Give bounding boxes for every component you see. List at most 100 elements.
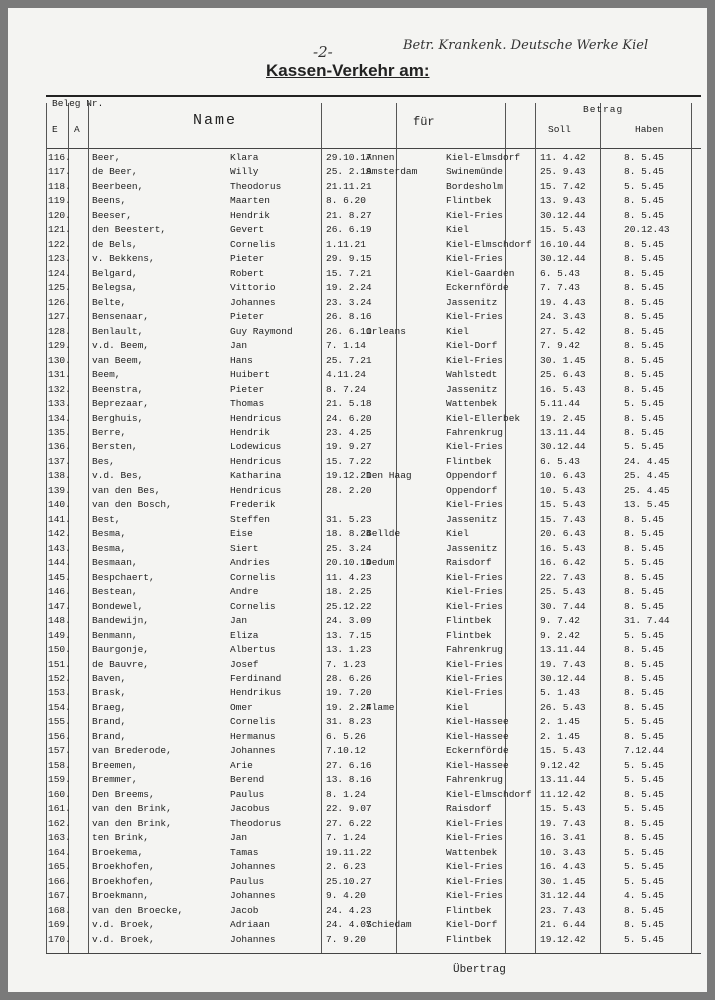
- birth-date: 7.10.12: [326, 745, 366, 757]
- credit-date: 8. 5.45: [624, 311, 664, 323]
- birth-date: 31. 8.23: [326, 716, 372, 728]
- credit-date: 8. 5.45: [624, 832, 664, 844]
- entry-number: 141.: [48, 513, 71, 525]
- location: Raisdorf: [446, 803, 492, 815]
- location: Kiel-Fries: [446, 311, 504, 323]
- credit-date: 8. 5.45: [624, 325, 664, 337]
- first-name: Willy: [230, 166, 259, 178]
- location: Kiel-Fries: [446, 600, 504, 612]
- birth-date: 4.11.24: [326, 369, 366, 381]
- surname: Beens,: [92, 195, 127, 207]
- entry-number: 134.: [48, 412, 71, 424]
- debit-date: 15. 7.43: [540, 513, 586, 525]
- location: Kiel-Dorf: [446, 340, 498, 352]
- credit-date: 8. 5.45: [624, 354, 664, 366]
- debit-date: 19. 7.43: [540, 658, 586, 670]
- entry-number: 166.: [48, 875, 71, 887]
- entry-number: 147.: [48, 600, 71, 612]
- location: Flintbek: [446, 629, 492, 641]
- debit-date: 19.12.42: [540, 933, 586, 945]
- credit-date: 8. 5.45: [624, 195, 664, 207]
- credit-date: 8. 5.45: [624, 426, 664, 438]
- location: Fahrenkrug: [446, 426, 504, 438]
- location: Jassenitz: [446, 383, 498, 395]
- location: Jassenitz: [446, 513, 498, 525]
- surname: Belegsa,: [92, 282, 138, 294]
- birth-place: Dedum: [366, 557, 395, 569]
- surname: v.d. Broek,: [92, 933, 155, 945]
- credit-date: 5. 5.45: [624, 875, 664, 887]
- debit-date: 22. 7.43: [540, 571, 586, 583]
- location: Kiel-Fries: [446, 354, 504, 366]
- surname: Beerbeen,: [92, 180, 144, 192]
- location: Kiel: [446, 224, 469, 236]
- debit-date: 10. 5.43: [540, 484, 586, 496]
- birth-date: 25. 3.24: [326, 542, 372, 554]
- debit-date: 6. 5.43: [540, 455, 580, 467]
- first-name: Andries: [230, 557, 270, 569]
- surname: v.d. Beem,: [92, 340, 150, 352]
- credit-date: 5. 5.45: [624, 933, 664, 945]
- first-name: Arie: [230, 759, 253, 771]
- location: Wattenbek: [446, 398, 498, 410]
- birth-date: 25.10.27: [326, 875, 372, 887]
- surname: Best,: [92, 513, 121, 525]
- surname: van Beem,: [92, 354, 144, 366]
- location: Kiel-Hassee: [446, 716, 509, 728]
- surname: Brand,: [92, 716, 127, 728]
- rule: [46, 148, 701, 149]
- credit-date: 5. 5.45: [624, 759, 664, 771]
- first-name: Vittorio: [230, 282, 276, 294]
- location: Kiel-Elmschdorf: [446, 238, 532, 250]
- entry-number: 156.: [48, 730, 71, 742]
- location: Kiel-Elmschdorf: [446, 788, 532, 800]
- credit-date: 5. 5.45: [624, 629, 664, 641]
- first-name: Cornelis: [230, 600, 276, 612]
- debit-date: 15. 5.43: [540, 499, 586, 511]
- surname: ten Brink,: [92, 832, 150, 844]
- birth-date: 7. 1.23: [326, 658, 366, 670]
- first-name: Hendrik: [230, 426, 270, 438]
- debit-date: 15. 5.43: [540, 745, 586, 757]
- surname: Beeser,: [92, 209, 132, 221]
- birth-date: 28. 2.20: [326, 484, 372, 496]
- location: Oppendorf: [446, 484, 498, 496]
- location: Kiel-Fries: [446, 875, 504, 887]
- birth-date: 2. 6.23: [326, 861, 366, 873]
- entry-number: 131.: [48, 369, 71, 381]
- birth-date: 26. 6.19: [326, 224, 372, 236]
- credit-date: 8. 5.45: [624, 658, 664, 670]
- footer-label: Übertrag: [453, 964, 506, 976]
- page-number: -2-: [313, 43, 333, 61]
- surname: Bremmer,: [92, 774, 138, 786]
- first-name: Jan: [230, 832, 248, 844]
- location: Kiel-Fries: [446, 658, 504, 670]
- first-name: Theodorus: [230, 817, 282, 829]
- birth-date: 7. 1.24: [326, 832, 366, 844]
- first-name: Johannes: [230, 861, 276, 873]
- entry-number: 139.: [48, 484, 71, 496]
- location: Bordesholm: [446, 180, 504, 192]
- location: Flintbek: [446, 195, 492, 207]
- credit-date: 5. 5.45: [624, 716, 664, 728]
- birth-place: Annen: [366, 152, 395, 163]
- first-name: Cornelis: [230, 571, 276, 583]
- debit-date: 30. 7.44: [540, 600, 586, 612]
- entry-number: 128.: [48, 325, 71, 337]
- credit-date: 8. 5.45: [624, 340, 664, 352]
- birth-date: 1.11.21: [326, 238, 366, 250]
- birth-date: 23. 4.25: [326, 426, 372, 438]
- birth-date: 19. 9.27: [326, 441, 372, 453]
- entry-number: 164.: [48, 846, 71, 858]
- birth-date: 6. 5.26: [326, 730, 366, 742]
- credit-date: 31. 7.44: [624, 615, 670, 627]
- birth-date: 8. 1.24: [326, 788, 366, 800]
- location: Swinemünde: [446, 166, 504, 178]
- entry-number: 162.: [48, 817, 71, 829]
- entry-number: 127.: [48, 311, 71, 323]
- first-name: Theodorus: [230, 180, 282, 192]
- birth-date: 25. 7.21: [326, 354, 372, 366]
- entry-number: 144.: [48, 557, 71, 569]
- location: Kiel-Hassee: [446, 759, 509, 771]
